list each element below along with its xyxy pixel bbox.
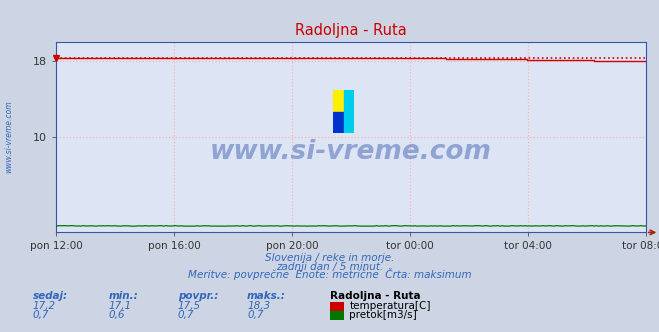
Text: 17,2: 17,2 <box>33 301 56 311</box>
Text: sedaj:: sedaj: <box>33 291 68 301</box>
Text: maks.:: maks.: <box>247 291 286 301</box>
Text: 17,5: 17,5 <box>178 301 201 311</box>
Text: www.si-vreme.com: www.si-vreme.com <box>4 101 13 173</box>
Text: povpr.:: povpr.: <box>178 291 218 301</box>
Text: 0,7: 0,7 <box>178 310 194 320</box>
Text: Meritve: povprečne  Enote: metrične  Črta: maksimum: Meritve: povprečne Enote: metrične Črta:… <box>188 268 471 280</box>
Text: 17,1: 17,1 <box>109 301 132 311</box>
Bar <box>344 112 355 133</box>
Text: zadnji dan / 5 minut.: zadnji dan / 5 minut. <box>276 262 383 272</box>
Text: 18,3: 18,3 <box>247 301 270 311</box>
Text: pretok[m3/s]: pretok[m3/s] <box>349 310 417 320</box>
Bar <box>333 112 344 133</box>
Title: Radoljna - Ruta: Radoljna - Ruta <box>295 23 407 38</box>
Text: www.si-vreme.com: www.si-vreme.com <box>210 139 492 165</box>
Bar <box>333 90 344 112</box>
Text: 0,7: 0,7 <box>33 310 49 320</box>
Text: 0,6: 0,6 <box>109 310 125 320</box>
Text: 0,7: 0,7 <box>247 310 264 320</box>
Text: temperatura[C]: temperatura[C] <box>349 301 431 311</box>
Bar <box>344 90 355 112</box>
Text: min.:: min.: <box>109 291 138 301</box>
Text: Radoljna - Ruta: Radoljna - Ruta <box>330 291 420 301</box>
Text: Slovenija / reke in morje.: Slovenija / reke in morje. <box>265 253 394 263</box>
